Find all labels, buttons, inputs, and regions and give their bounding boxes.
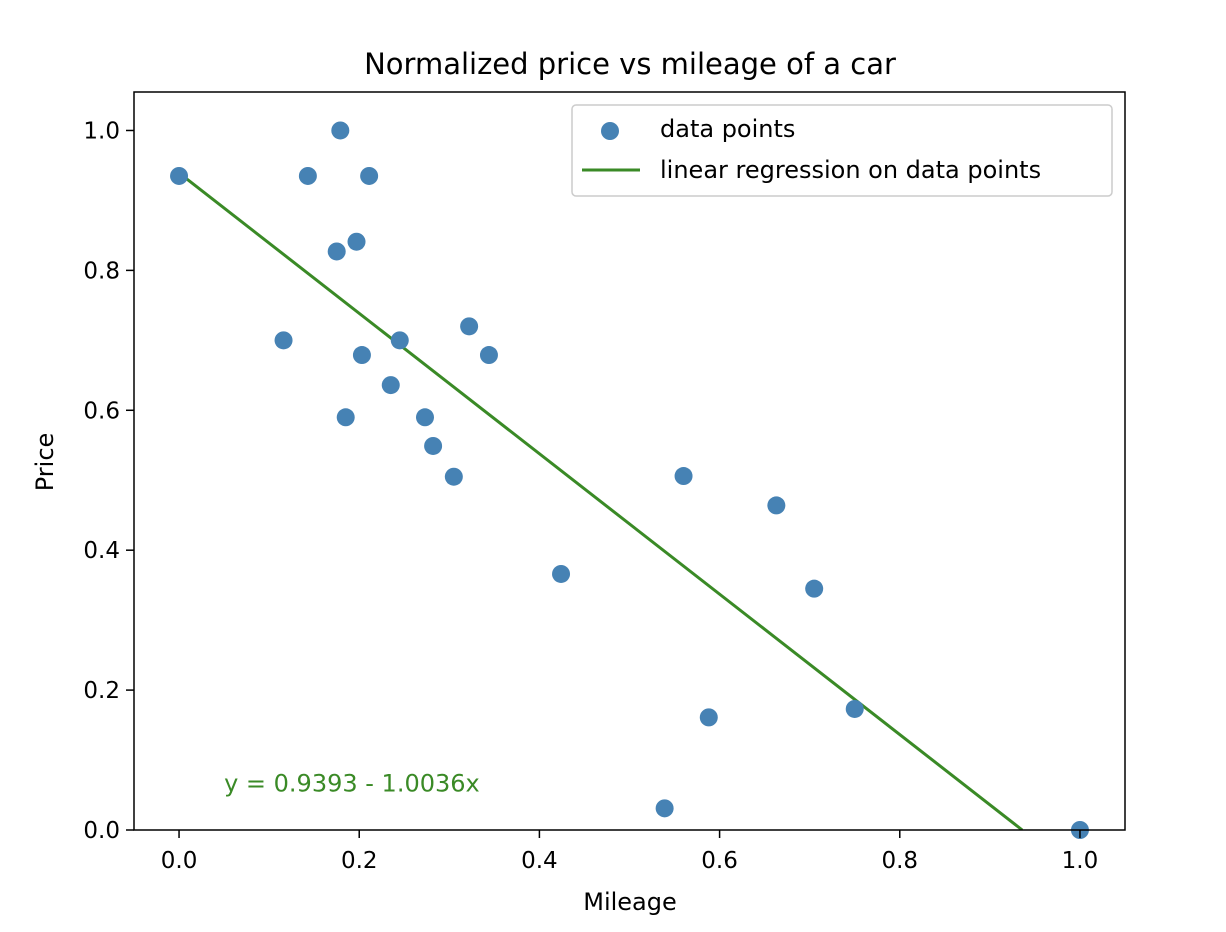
y-tick-label: 0.4 xyxy=(83,538,120,564)
x-tick-label: 1.0 xyxy=(1062,848,1099,874)
regression-line xyxy=(178,171,1024,830)
legend: data points linear regression on data po… xyxy=(571,104,1113,197)
legend-label-data-points: data points xyxy=(660,115,795,143)
data-point xyxy=(845,699,864,718)
plot-frame xyxy=(133,91,1126,831)
x-tick-label: 0.6 xyxy=(701,848,738,874)
data-point xyxy=(674,467,693,486)
data-point xyxy=(336,408,355,427)
data-point xyxy=(381,376,400,395)
data-point xyxy=(360,166,379,185)
data-point xyxy=(298,166,317,185)
x-tick-label: 0.4 xyxy=(521,848,558,874)
data-point xyxy=(424,436,443,455)
chart-title: Normalized price vs mileage of a car xyxy=(364,47,896,81)
data-point xyxy=(347,232,366,251)
data-point xyxy=(444,467,463,486)
data-point xyxy=(170,166,189,185)
y-axis-ticks: 0.0 0.2 0.4 0.6 0.8 1.0 xyxy=(83,118,134,844)
y-tick-label: 0.6 xyxy=(83,398,120,424)
x-tick-label: 0.0 xyxy=(161,848,198,874)
data-point xyxy=(552,564,571,583)
data-point xyxy=(479,346,498,365)
data-point xyxy=(274,331,293,350)
x-tick-label: 0.2 xyxy=(341,848,378,874)
y-tick-label: 0.8 xyxy=(83,258,120,284)
y-axis-label: Price xyxy=(31,433,59,492)
data-point xyxy=(655,799,674,818)
data-point xyxy=(767,496,786,515)
legend-box xyxy=(571,104,1113,197)
data-point xyxy=(352,346,371,365)
y-tick-label: 0.0 xyxy=(83,818,120,844)
data-point xyxy=(460,317,479,336)
data-point xyxy=(805,579,824,598)
x-tick-label: 0.8 xyxy=(881,848,918,874)
y-tick-label: 0.2 xyxy=(83,678,120,704)
data-point xyxy=(331,121,350,140)
legend-marker-data-points xyxy=(601,122,619,140)
data-point xyxy=(327,242,346,261)
data-point xyxy=(699,708,718,727)
scatter-points xyxy=(170,121,1089,839)
x-axis-ticks: 0.0 0.2 0.4 0.6 0.8 1.0 xyxy=(161,830,1098,874)
x-axis-label: Mileage xyxy=(583,888,677,916)
data-point xyxy=(390,331,409,350)
data-point xyxy=(415,408,434,427)
regression-layer xyxy=(178,171,1024,830)
y-tick-label: 1.0 xyxy=(83,118,120,144)
regression-equation-annotation: y = 0.9393 - 1.0036x xyxy=(224,770,480,798)
legend-label-regression: linear regression on data points xyxy=(660,156,1041,184)
